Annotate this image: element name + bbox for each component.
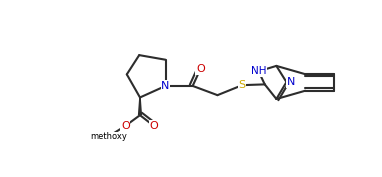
- Text: NH: NH: [251, 66, 266, 76]
- Text: N: N: [286, 77, 295, 87]
- Text: methoxy: methoxy: [90, 132, 127, 141]
- Text: S: S: [239, 80, 246, 90]
- Text: O: O: [196, 64, 205, 74]
- Text: O: O: [121, 121, 129, 131]
- Text: O: O: [149, 121, 158, 131]
- Text: N: N: [161, 81, 170, 91]
